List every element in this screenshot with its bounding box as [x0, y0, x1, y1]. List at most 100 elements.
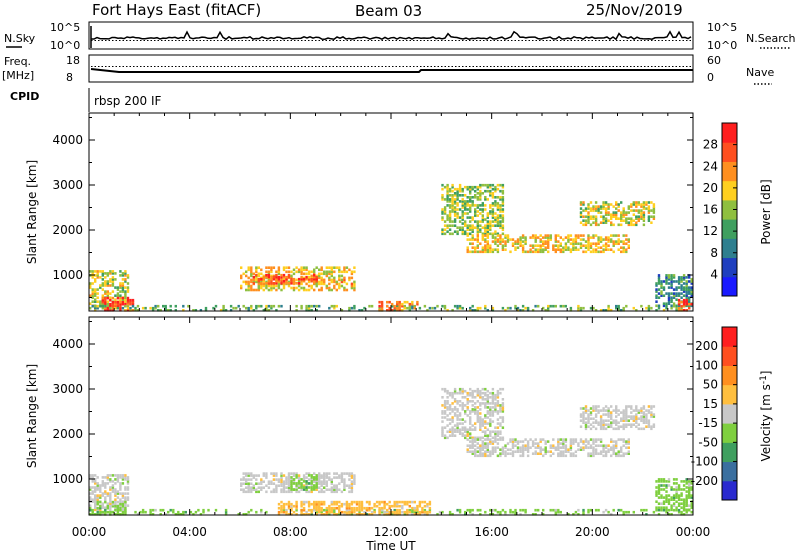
data-cell — [345, 282, 349, 286]
data-cell — [464, 428, 467, 431]
data-cell — [625, 452, 628, 455]
data-cell — [471, 442, 474, 445]
data-cell — [335, 513, 338, 516]
freq-panel — [88, 54, 694, 83]
data-cell — [499, 224, 502, 227]
data-cell — [552, 248, 555, 251]
data-cell — [655, 500, 658, 503]
data-cell — [318, 304, 321, 308]
data-cell — [529, 446, 532, 449]
data-cell — [101, 304, 104, 308]
data-cell — [584, 446, 588, 449]
colorbar-segment — [722, 180, 737, 201]
data-cell — [144, 306, 147, 310]
data-cell — [270, 480, 273, 483]
data-cell — [305, 306, 308, 310]
data-cell — [476, 234, 479, 237]
data-cell — [582, 306, 585, 310]
data-cell — [496, 438, 500, 441]
data-cell — [675, 492, 678, 495]
data-cell — [587, 246, 590, 249]
data-cell — [509, 438, 512, 441]
data-cell — [610, 440, 613, 443]
data-cell — [481, 236, 484, 239]
data-cell — [499, 214, 502, 217]
data-cell — [607, 448, 610, 451]
data-cell — [479, 426, 482, 429]
data-cell — [587, 242, 590, 245]
data-cell — [401, 506, 404, 510]
data-cell — [655, 282, 658, 285]
data-cell — [569, 238, 573, 241]
data-cell — [456, 214, 459, 217]
data-cell — [456, 428, 459, 431]
data-cell — [506, 238, 510, 241]
data-cell — [292, 478, 296, 481]
data-cell — [446, 216, 449, 219]
data-cell — [526, 454, 530, 458]
data-cell — [350, 284, 354, 288]
data-cell — [350, 480, 354, 483]
data-cell — [509, 510, 512, 514]
data-cell — [471, 304, 474, 308]
data-cell — [547, 234, 550, 237]
data-cell — [665, 484, 668, 487]
data-cell — [615, 242, 618, 245]
data-cell — [277, 502, 281, 506]
data-cell — [547, 236, 550, 239]
data-cell — [453, 198, 457, 201]
data-cell — [265, 476, 268, 479]
data-cell — [474, 454, 477, 458]
data-cell — [650, 425, 653, 428]
data-cell — [167, 510, 170, 514]
data-cell — [307, 304, 311, 308]
data-cell — [456, 410, 459, 413]
data-cell — [340, 510, 344, 514]
data-cell — [448, 404, 452, 407]
data-cell — [637, 423, 640, 426]
data-cell — [486, 185, 489, 189]
data-cell — [612, 508, 615, 512]
data-cell — [255, 488, 258, 491]
data-cell — [587, 248, 590, 251]
data-cell — [476, 400, 479, 403]
data-cell — [484, 402, 487, 405]
data-cell — [403, 304, 406, 308]
data-cell — [519, 244, 522, 247]
data-cell — [126, 302, 130, 306]
data-cell — [126, 486, 130, 489]
data-cell — [630, 217, 633, 220]
data-cell — [491, 508, 495, 512]
data-cell — [682, 278, 686, 281]
data-cell — [260, 272, 263, 276]
data-cell — [267, 275, 271, 279]
data-cell — [474, 444, 477, 447]
data-cell — [119, 476, 122, 479]
data-cell — [287, 484, 291, 487]
data-cell — [464, 204, 467, 207]
data-cell — [433, 306, 437, 310]
data-cell — [464, 232, 467, 236]
data-cell — [121, 476, 125, 479]
data-cell — [587, 213, 590, 216]
data-cell — [247, 484, 250, 487]
data-cell — [685, 300, 688, 304]
data-cell — [688, 484, 691, 487]
data-cell — [343, 502, 346, 506]
data-cell — [451, 430, 454, 433]
station-title: Fort Hays East (fitACF) — [92, 1, 261, 19]
data-cell — [461, 210, 464, 213]
data-cell — [262, 275, 265, 279]
data-cell — [126, 290, 130, 293]
data-cell — [451, 402, 454, 405]
data-cell — [323, 482, 326, 485]
data-cell — [456, 422, 459, 425]
y-tick-label: 1000 — [52, 472, 83, 486]
data-cell — [453, 202, 457, 205]
data-cell — [300, 486, 303, 489]
data-cell — [484, 452, 487, 455]
data-cell — [126, 476, 130, 479]
data-cell — [446, 187, 449, 191]
data-cell — [489, 513, 492, 516]
data-cell — [655, 309, 658, 312]
